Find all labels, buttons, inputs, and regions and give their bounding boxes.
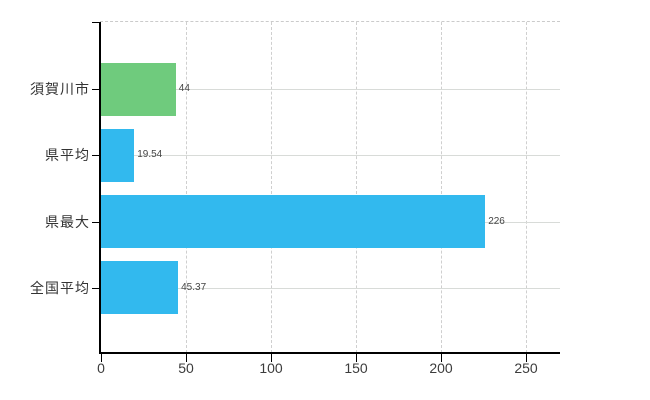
- vertical-gridline: [526, 22, 527, 353]
- plot-top-dashed-border: [100, 21, 560, 22]
- vertical-gridline: [356, 22, 357, 353]
- x-tick-label: 50: [178, 360, 194, 376]
- vertical-gridline: [441, 22, 442, 353]
- category-label: 県最大: [45, 213, 90, 230]
- x-tick-label: 200: [429, 360, 453, 376]
- x-tick: [526, 354, 527, 362]
- y-axis-line: [99, 22, 101, 353]
- category-label: 全国平均: [30, 279, 90, 296]
- vertical-gridline: [186, 22, 187, 353]
- category-label: 県平均: [45, 147, 90, 164]
- x-tick: [441, 354, 442, 362]
- bar: [101, 261, 179, 315]
- bar: [101, 195, 486, 249]
- x-tick: [356, 354, 357, 362]
- category-label: 須賀川市: [30, 81, 90, 97]
- x-tick-label: 150: [344, 360, 368, 376]
- value-label: 19.54: [137, 149, 163, 161]
- value-label: 226: [488, 215, 505, 227]
- horizontal-gridline: [101, 287, 560, 289]
- x-tick: [186, 354, 187, 362]
- x-tick-label: 100: [259, 360, 283, 376]
- x-tick-label: 0: [97, 360, 105, 376]
- y-tick: [92, 287, 100, 289]
- x-axis-line: [99, 352, 560, 354]
- x-tick: [271, 354, 272, 362]
- y-tick: [92, 155, 100, 157]
- value-label: 44: [178, 83, 190, 94]
- vertical-gridline: [271, 22, 272, 353]
- y-tick: [92, 89, 100, 90]
- value-label: 45.37: [181, 281, 207, 293]
- y-tick: [92, 221, 100, 223]
- horizontal-gridline: [101, 155, 560, 157]
- x-tick-label: 250: [514, 360, 538, 376]
- bar: [101, 62, 176, 116]
- y-axis-top-tick: [92, 22, 100, 23]
- x-tick: [101, 354, 102, 362]
- horizontal-gridline: [101, 89, 560, 90]
- bar: [101, 128, 135, 182]
